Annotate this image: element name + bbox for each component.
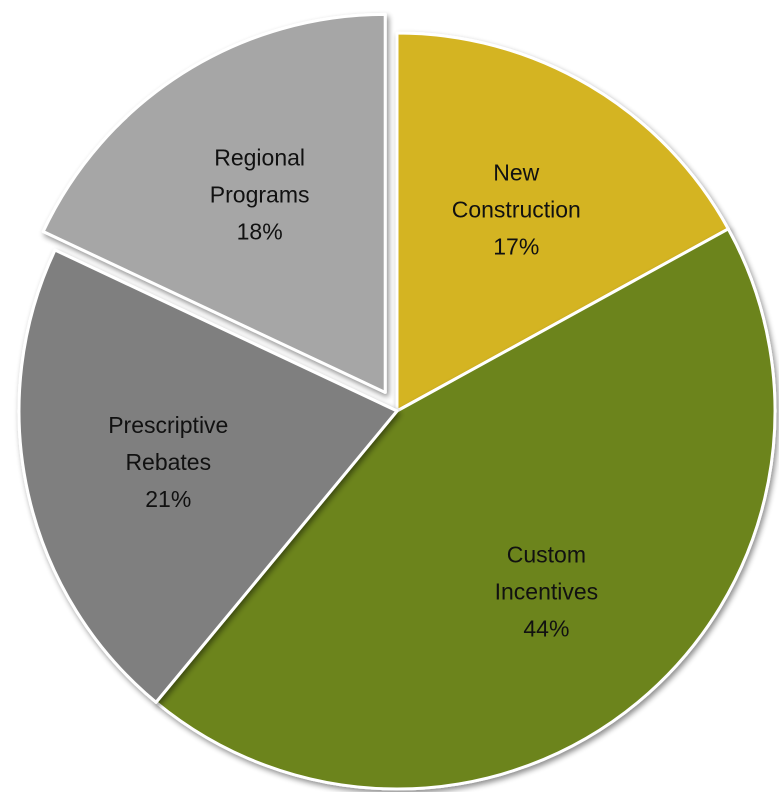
slice-percent-label: 17% xyxy=(493,233,539,259)
slice-percent-label: 18% xyxy=(237,219,283,245)
slice-name-line: Construction xyxy=(452,196,581,222)
slice-name-line: Prescriptive xyxy=(108,412,228,438)
slice-name-line: Programs xyxy=(210,182,310,208)
slice-name-line: Incentives xyxy=(495,579,599,605)
pie-slice-regional-programs xyxy=(41,12,387,394)
slice-name-line: New xyxy=(493,159,539,185)
slice-label-new-construction: New Construction 17% xyxy=(452,159,581,259)
slice-name-line: Rebates xyxy=(125,449,211,475)
slice-label-custom-incentives: Custom Incentives 44% xyxy=(495,542,599,642)
pie-slice-new-construction xyxy=(395,31,730,413)
slice-name-line: Regional xyxy=(214,145,305,171)
slice-name-line: Custom xyxy=(507,542,586,568)
pie-slice-custom-incentives xyxy=(154,227,777,791)
slice-percent-label: 21% xyxy=(145,486,191,512)
pie-slice-prescriptive-rebates xyxy=(17,248,399,704)
slice-label-prescriptive-rebates: Prescriptive Rebates 21% xyxy=(108,412,228,512)
slice-label-regional-programs: Regional Programs 18% xyxy=(210,145,310,245)
slice-percent-label: 44% xyxy=(523,616,569,642)
pie-slices xyxy=(17,12,777,791)
slice-labels: New Construction 17% Custom Incentives 44% Pre… xyxy=(108,145,598,642)
